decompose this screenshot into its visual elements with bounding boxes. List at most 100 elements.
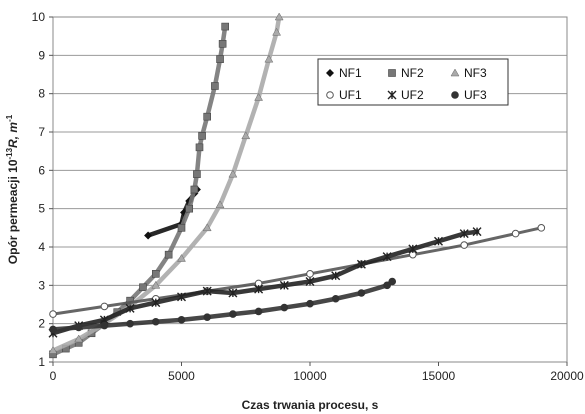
point-uf2-6: [202, 286, 212, 296]
legend-label-uf3: UF3: [464, 88, 487, 102]
legend-box: [317, 58, 509, 106]
point-uf2-11: [331, 271, 341, 281]
point-uf2-9: [279, 280, 289, 290]
point-nf3-8: [228, 169, 238, 178]
point-nf2-8: [152, 270, 160, 278]
point-uf3-10: [306, 299, 314, 308]
point-nf3-11: [264, 54, 274, 63]
point-uf2-14: [408, 244, 418, 254]
point-uf1-8: [460, 241, 469, 249]
point-uf3-7: [229, 310, 237, 318]
legend-marker-nf1: [326, 69, 334, 77]
series-uf2-band: [50, 229, 480, 336]
legend-label-nf2: NF2: [401, 66, 424, 80]
legend-marker-uf3: [451, 91, 459, 99]
point-nf2-15: [198, 132, 206, 140]
point-nf3-13: [274, 12, 284, 21]
point-uf3-6: [203, 313, 211, 321]
point-uf3-2: [100, 321, 109, 330]
legend: NF1 NF2 NF3 UF1 UF2 UF3: [317, 58, 509, 106]
x-tick-label-0: 0: [50, 369, 57, 383]
point-uf2-13: [382, 252, 392, 262]
point-uf1-5: [306, 270, 314, 278]
legend-label-uf1: UF1: [339, 88, 362, 102]
point-uf2-5: [177, 292, 186, 302]
point-nf2-10: [177, 224, 186, 232]
y-axis-title-unit-exponent: -1: [5, 114, 14, 122]
series-nf3: [48, 12, 284, 354]
legend-marker-uf1: [326, 91, 334, 99]
y-tick-label-10: 10: [32, 10, 46, 24]
point-nf3-1: [74, 334, 84, 343]
point-uf2-4: [151, 298, 161, 308]
y-tick-label-4: 4: [38, 240, 45, 254]
point-uf2-7: [228, 288, 238, 298]
y-tick-label-1: 1: [38, 355, 45, 369]
point-nf3-0: [48, 345, 58, 354]
point-nf3-10: [254, 92, 264, 101]
point-uf2-10: [305, 277, 315, 286]
point-nf2-18: [216, 55, 224, 63]
point-uf3-0: [49, 325, 57, 334]
y-tick-label-2: 2: [38, 317, 45, 331]
legend-label-uf2: UF2: [401, 88, 424, 102]
series-layer: [48, 12, 546, 359]
y-axis-title-exponent: -13: [5, 147, 14, 159]
point-nf2-9: [164, 250, 173, 259]
x-tick-label-15000: 15000: [422, 369, 456, 383]
point-nf2-12: [190, 185, 199, 194]
point-nf2-14: [195, 143, 204, 152]
point-nf2-16: [203, 112, 211, 121]
point-uf2-16: [459, 229, 469, 239]
legend-label-nf1: NF1: [339, 66, 362, 80]
point-nf3-5: [177, 253, 186, 262]
point-uf2-12: [356, 259, 366, 269]
series-uf3: [49, 277, 397, 334]
point-nf2-17: [211, 82, 219, 90]
legend-marker-uf2: [387, 90, 397, 100]
y-axis-title-rest: R, m: [6, 122, 20, 148]
series-nf3-band: [50, 14, 282, 353]
point-nf2-11: [185, 204, 194, 213]
point-uf3-12: [357, 289, 366, 297]
point-uf2-8: [254, 284, 264, 294]
point-uf3-9: [280, 303, 289, 312]
point-uf2-3: [125, 303, 135, 313]
x-tick-label-10000: 10000: [293, 369, 327, 383]
point-uf1-1: [100, 302, 109, 311]
point-uf3-11: [331, 294, 340, 303]
point-nf3-9: [241, 131, 251, 140]
x-tick-label-20000: 20000: [550, 369, 584, 383]
point-nf2-20: [221, 22, 229, 31]
axis-layer: 1 2 3 4 5 6 7 8 9 10 0 5000 10000 15000 20000: [32, 10, 584, 383]
legend-marker-nf2: [388, 69, 396, 77]
y-tick-label-7: 7: [38, 125, 45, 139]
y-tick-label-6: 6: [38, 163, 45, 177]
point-nf2-13: [193, 170, 201, 178]
point-uf3-8: [254, 307, 263, 316]
point-uf3-3: [126, 319, 134, 328]
point-uf1-9: [511, 229, 520, 238]
point-nf1-0: [144, 231, 153, 240]
legend-items: NF1 NF2 NF3 UF1 UF2 UF3: [326, 66, 487, 102]
point-uf3-4: [152, 317, 160, 326]
point-nf3-6: [202, 223, 212, 232]
point-uf3-14: [388, 277, 397, 286]
y-tick-label-5: 5: [38, 202, 45, 216]
point-uf3-1: [74, 323, 83, 332]
series-uf2: [48, 227, 482, 338]
y-tick-label-9: 9: [38, 48, 45, 62]
point-uf1-10: [537, 224, 546, 232]
y-tick-label-3: 3: [38, 278, 45, 292]
y-tick-label-8: 8: [38, 87, 45, 101]
legend-label-nf3: NF3: [464, 66, 487, 80]
point-nf2-19: [218, 40, 227, 48]
point-nf3-4: [151, 280, 161, 289]
y-axis-title-main: Opór permeacji 10: [6, 159, 20, 264]
point-uf2-15: [434, 236, 443, 246]
point-uf1-0: [49, 310, 57, 318]
point-uf2-17: [472, 227, 482, 237]
x-axis-title: Czas trwania procesu, s: [242, 398, 379, 412]
point-uf3-5: [177, 316, 186, 324]
